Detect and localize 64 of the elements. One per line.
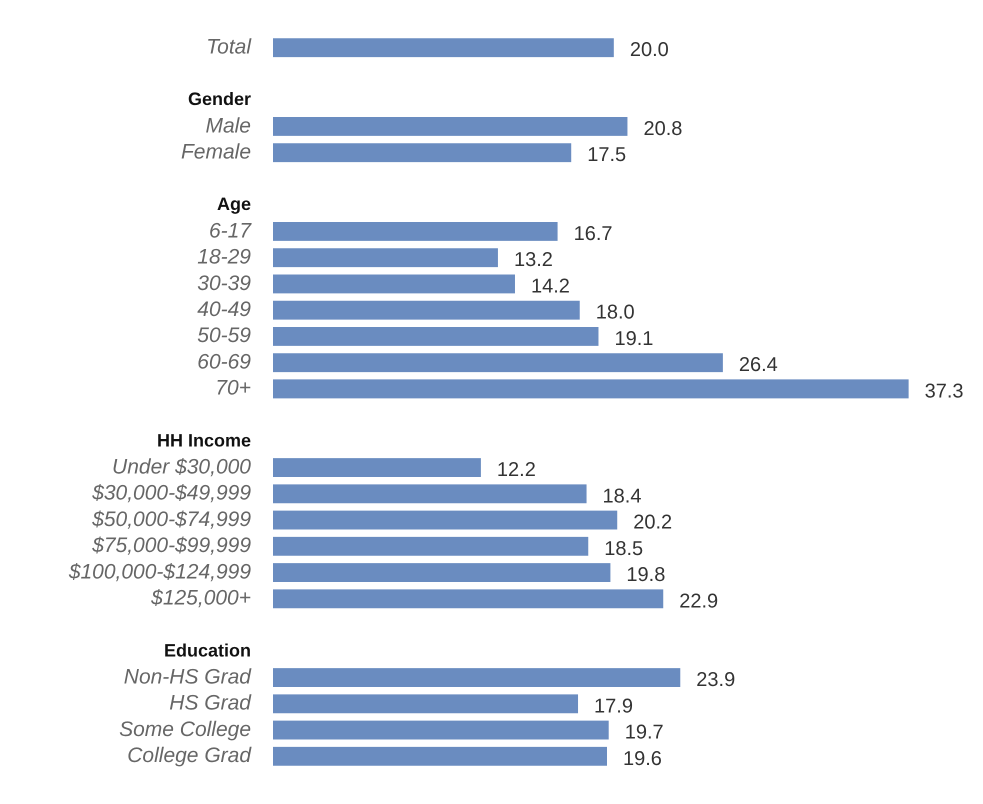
data-label: 12.2 [496, 459, 536, 482]
bar [273, 720, 609, 740]
y-tick-label: Female [180, 140, 251, 164]
bar [273, 746, 608, 766]
y-tick-label: $50,000-$74,999 [91, 508, 252, 531]
data-label: 19.6 [623, 748, 662, 770]
y-tick-label: 60-69 [197, 350, 252, 374]
bar [273, 300, 580, 320]
bar [273, 458, 481, 478]
bar [273, 694, 578, 714]
data-label: 18.0 [596, 302, 635, 324]
data-label: 17.9 [594, 695, 633, 718]
y-tick-label: $75,000-$99,999 [91, 534, 252, 558]
bar [273, 117, 628, 136]
y-tick-label: Education [164, 640, 251, 660]
data-label: 16.7 [574, 222, 613, 245]
bar [273, 379, 909, 398]
bar [273, 248, 498, 268]
bar [273, 668, 680, 687]
y-tick-label: Non-HS Grad [124, 665, 252, 688]
y-tick-label: College Grad [127, 744, 252, 768]
bar [273, 143, 572, 162]
bar [273, 563, 610, 582]
data-label: 14.2 [530, 275, 570, 298]
data-label: 19.1 [614, 328, 654, 350]
data-label: 26.4 [738, 354, 778, 376]
data-label: 22.9 [679, 590, 718, 612]
y-tick-label: 70+ [215, 376, 251, 400]
data-label: 20.2 [633, 512, 672, 534]
bar [273, 222, 558, 241]
bar [273, 274, 515, 294]
data-label: 37.3 [924, 380, 964, 402]
y-tick-label: $100,000-$124,999 [68, 560, 252, 584]
y-tick-label: HH Income [156, 430, 251, 450]
data-label: 20.8 [643, 118, 682, 140]
y-tick-label: 30-39 [197, 272, 252, 295]
y-tick-label: Total [206, 36, 252, 59]
y-tick-label: 40-49 [197, 298, 252, 321]
data-label: 20.0 [630, 39, 669, 62]
y-tick-label: $30,000-$49,999 [91, 482, 252, 505]
bar [273, 484, 587, 504]
y-tick-label: 18-29 [197, 246, 252, 269]
bar [273, 38, 614, 58]
y-tick-label: Gender [188, 89, 251, 110]
data-label: 19.8 [626, 564, 666, 586]
y-tick-label: 6-17 [208, 219, 252, 242]
bar [273, 536, 588, 556]
y-tick-label: Under $30,000 [112, 455, 252, 478]
bar [273, 589, 664, 608]
bar [273, 353, 723, 372]
bar [273, 326, 598, 346]
data-label: 18.4 [602, 485, 642, 508]
y-tick-label: Some College [119, 718, 251, 741]
data-label: 19.7 [624, 722, 664, 744]
y-tick-label: HS Grad [169, 692, 252, 715]
bar [273, 510, 618, 530]
data-label: 23.9 [696, 669, 736, 692]
data-label: 18.5 [604, 538, 644, 560]
data-label: 17.5 [587, 144, 626, 166]
y-tick-label: Male [205, 114, 251, 138]
y-tick-label: Age [216, 194, 251, 214]
y-tick-label: 50-59 [197, 324, 252, 348]
data-label: 13.2 [514, 249, 553, 272]
y-tick-label: $125,000+ [150, 586, 251, 610]
